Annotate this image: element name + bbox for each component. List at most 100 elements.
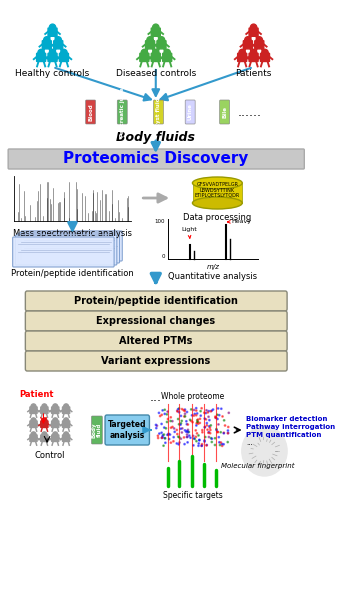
- FancyBboxPatch shape: [8, 149, 304, 169]
- FancyBboxPatch shape: [21, 231, 122, 261]
- Point: [194, 404, 199, 413]
- Point: [194, 421, 199, 430]
- Circle shape: [53, 404, 58, 410]
- Point: [157, 429, 162, 439]
- Point: [206, 432, 212, 441]
- Point: [175, 407, 180, 416]
- Point: [204, 440, 209, 450]
- Point: [208, 426, 213, 435]
- Text: Urine: Urine: [188, 103, 193, 121]
- Point: [162, 438, 168, 447]
- FancyBboxPatch shape: [30, 407, 37, 414]
- Circle shape: [43, 37, 50, 44]
- Point: [195, 415, 200, 425]
- Point: [221, 428, 227, 438]
- Point: [198, 411, 204, 420]
- Point: [177, 433, 182, 442]
- Point: [218, 438, 224, 447]
- Text: Variant expressions: Variant expressions: [101, 356, 210, 366]
- Point: [166, 429, 171, 439]
- Point: [179, 416, 185, 426]
- Point: [178, 424, 184, 434]
- Point: [225, 428, 231, 438]
- FancyBboxPatch shape: [105, 415, 149, 445]
- Point: [188, 405, 194, 414]
- FancyBboxPatch shape: [48, 28, 57, 36]
- Point: [207, 415, 212, 425]
- FancyBboxPatch shape: [30, 421, 37, 427]
- FancyBboxPatch shape: [260, 53, 269, 61]
- Circle shape: [42, 404, 47, 410]
- Text: ETIPLQETSLYTQDR: ETIPLQETSLYTQDR: [195, 193, 240, 197]
- Point: [165, 430, 170, 440]
- Circle shape: [55, 37, 61, 44]
- FancyBboxPatch shape: [26, 311, 287, 331]
- Circle shape: [245, 37, 251, 44]
- Point: [166, 430, 171, 439]
- Point: [184, 420, 189, 429]
- Point: [194, 418, 199, 428]
- Point: [163, 424, 169, 433]
- Point: [209, 434, 215, 443]
- Point: [154, 421, 160, 430]
- Text: Proteomics Discovery: Proteomics Discovery: [63, 151, 248, 167]
- Point: [197, 435, 202, 444]
- Point: [187, 431, 192, 440]
- FancyBboxPatch shape: [37, 53, 46, 61]
- Point: [181, 412, 187, 421]
- Point: [198, 407, 203, 416]
- Point: [171, 433, 176, 442]
- Point: [185, 432, 190, 441]
- Point: [184, 432, 190, 441]
- Point: [155, 431, 161, 440]
- Point: [159, 433, 165, 443]
- Point: [206, 427, 211, 437]
- Point: [191, 434, 197, 443]
- Point: [203, 415, 209, 424]
- Text: Heavy: Heavy: [228, 219, 251, 224]
- FancyBboxPatch shape: [16, 235, 117, 265]
- Point: [160, 432, 165, 441]
- Point: [175, 406, 180, 415]
- Circle shape: [42, 432, 47, 437]
- FancyBboxPatch shape: [193, 183, 242, 203]
- Point: [212, 440, 218, 450]
- Ellipse shape: [193, 177, 242, 189]
- Point: [176, 404, 182, 413]
- Circle shape: [49, 49, 56, 57]
- Point: [182, 412, 188, 421]
- FancyBboxPatch shape: [249, 28, 258, 36]
- Point: [186, 427, 191, 437]
- Point: [204, 421, 210, 430]
- Point: [191, 405, 197, 415]
- Point: [179, 428, 185, 437]
- Point: [196, 441, 201, 450]
- Circle shape: [63, 404, 69, 410]
- Point: [216, 420, 221, 429]
- Circle shape: [31, 418, 36, 424]
- Point: [199, 404, 204, 413]
- Text: Whole proteome: Whole proteome: [161, 392, 224, 401]
- Point: [192, 434, 198, 444]
- Point: [199, 440, 205, 449]
- Point: [214, 426, 219, 435]
- Point: [208, 421, 214, 430]
- Point: [212, 434, 218, 443]
- Point: [206, 428, 211, 437]
- Point: [185, 420, 191, 429]
- Point: [177, 438, 182, 447]
- FancyBboxPatch shape: [42, 41, 51, 49]
- Point: [219, 439, 225, 449]
- Circle shape: [63, 418, 69, 424]
- FancyBboxPatch shape: [146, 41, 155, 49]
- FancyBboxPatch shape: [52, 435, 59, 441]
- FancyBboxPatch shape: [13, 237, 114, 267]
- Text: Control: Control: [34, 451, 65, 460]
- Point: [176, 432, 181, 441]
- FancyBboxPatch shape: [41, 421, 48, 427]
- Point: [165, 414, 171, 424]
- FancyBboxPatch shape: [62, 421, 70, 427]
- Circle shape: [158, 37, 165, 44]
- Point: [184, 417, 189, 426]
- Point: [206, 407, 211, 416]
